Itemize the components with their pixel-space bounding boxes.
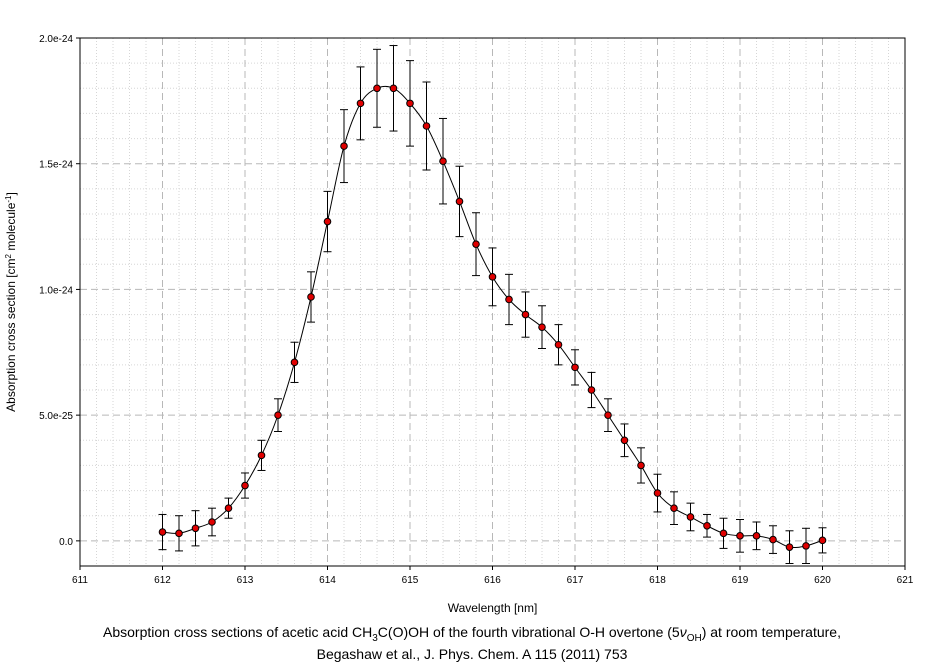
x-tick-label: 617 bbox=[567, 575, 584, 586]
data-point bbox=[307, 293, 315, 301]
data-point bbox=[802, 542, 810, 550]
data-point bbox=[521, 310, 530, 319]
data-point bbox=[736, 532, 744, 540]
data-point bbox=[356, 99, 365, 108]
data-point bbox=[340, 142, 348, 150]
x-tick-label: 613 bbox=[237, 575, 254, 586]
data-point bbox=[604, 411, 612, 419]
data-point bbox=[587, 386, 596, 394]
data-point bbox=[752, 532, 761, 540]
data-point bbox=[422, 122, 431, 130]
data-point bbox=[653, 489, 662, 497]
axis-ticks: 611 612 613 614 615 616 617 618 619 620 621 0.0 5.0e… bbox=[39, 34, 914, 586]
data-point bbox=[389, 84, 398, 93]
figure-caption-line-1: Absorption cross sections of acetic acid… bbox=[0, 624, 944, 644]
data-point bbox=[637, 461, 645, 470]
x-tick-label: 614 bbox=[319, 575, 336, 586]
data-point bbox=[554, 340, 563, 349]
data-point bbox=[439, 157, 447, 165]
data-point bbox=[373, 84, 381, 93]
data-point bbox=[406, 99, 414, 108]
error-bars bbox=[158, 45, 827, 564]
caption-text-1: Absorption cross sections of acetic acid… bbox=[103, 624, 373, 640]
data-point bbox=[472, 240, 480, 248]
chart: 611 612 613 614 615 616 617 618 619 620 621 0.0 5.0e… bbox=[4, 34, 914, 615]
x-tick-label: 620 bbox=[814, 575, 831, 586]
caption-nu-symbol: ν bbox=[679, 624, 687, 640]
data-points bbox=[158, 84, 827, 551]
data-point bbox=[571, 363, 579, 372]
caption-text-3: ) at room temperature, bbox=[701, 624, 841, 640]
y-axis-title-part3: ] bbox=[4, 192, 18, 195]
data-point bbox=[620, 436, 629, 445]
y-axis-title-part2: molecule bbox=[4, 202, 18, 254]
data-point bbox=[769, 535, 777, 544]
caption-text-2: C(O)OH of the fourth vibrational O-H ove… bbox=[377, 624, 680, 640]
x-axis-title: Wavelength [nm] bbox=[448, 601, 538, 615]
data-point bbox=[257, 451, 266, 460]
data-point bbox=[241, 481, 249, 490]
figure-caption-line-2: Begashaw et al., J. Phys. Chem. A 115 (2… bbox=[316, 646, 628, 662]
data-point bbox=[785, 543, 794, 551]
y-tick-label: 1.5e-24 bbox=[39, 160, 73, 171]
data-point bbox=[158, 528, 167, 536]
x-tick-label: 615 bbox=[402, 575, 419, 586]
data-point bbox=[538, 323, 546, 331]
y-axis-title-sup1: 2 bbox=[4, 253, 13, 258]
x-tick-label: 616 bbox=[484, 575, 501, 586]
data-point bbox=[455, 197, 464, 206]
x-tick-label: 611 bbox=[72, 575, 88, 586]
y-tick-label: 2.0e-24 bbox=[39, 34, 73, 45]
caption-subscript-3: 3 bbox=[372, 632, 378, 644]
y-tick-label: 5.0e-25 bbox=[39, 411, 73, 422]
data-point bbox=[505, 295, 513, 304]
y-axis-title-sup2: -1 bbox=[4, 195, 13, 203]
data-point bbox=[290, 358, 299, 367]
data-point bbox=[686, 513, 695, 521]
y-tick-label: 0.0 bbox=[59, 537, 73, 548]
data-point bbox=[703, 521, 711, 530]
data-point bbox=[274, 411, 282, 419]
x-tick-label: 612 bbox=[154, 575, 171, 586]
data-point bbox=[719, 529, 728, 538]
x-tick-label: 618 bbox=[649, 575, 666, 586]
data-point bbox=[191, 524, 200, 533]
y-tick-label: 1.0e-24 bbox=[39, 285, 73, 296]
data-point bbox=[208, 518, 216, 526]
data-point bbox=[175, 529, 183, 538]
caption-subscript-oh: OH bbox=[686, 632, 702, 644]
data-point bbox=[818, 536, 827, 545]
x-tick-label: 621 bbox=[897, 575, 914, 586]
y-axis-title: Absorption cross section [cm2 molecule-1… bbox=[4, 192, 19, 412]
data-point bbox=[670, 504, 678, 512]
x-tick-label: 619 bbox=[732, 575, 749, 586]
data-point bbox=[488, 273, 497, 281]
data-point bbox=[323, 217, 332, 226]
y-axis-title-part1: Absorption cross section [cm bbox=[4, 258, 18, 411]
data-point bbox=[224, 504, 233, 512]
